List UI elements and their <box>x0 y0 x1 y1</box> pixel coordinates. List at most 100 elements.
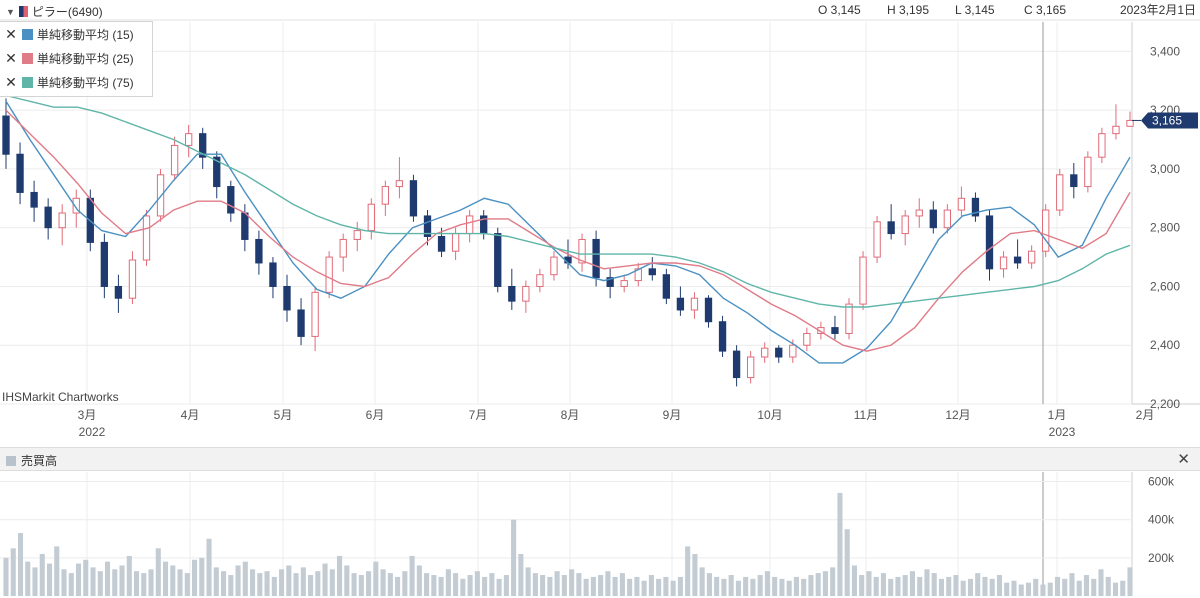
candle-body <box>72 197 80 214</box>
volume-bar <box>721 578 727 596</box>
volume-bar <box>250 569 256 596</box>
volume-bar <box>692 554 698 596</box>
price-tick-label: 3,000 <box>1150 162 1180 176</box>
candle-body <box>128 259 137 299</box>
candle-body <box>100 241 109 287</box>
candle-body <box>213 156 221 188</box>
time-tick-label: 8月 <box>561 408 580 422</box>
candle-body <box>901 215 909 235</box>
date-label: 2023年2月1日 <box>1119 3 1196 17</box>
volume-bar <box>837 492 843 596</box>
volume-bar <box>380 569 386 596</box>
volume-bar <box>627 578 633 596</box>
close-icon[interactable]: ✕ <box>1177 451 1190 468</box>
volume-bar <box>518 554 524 596</box>
volume-bar <box>1112 582 1119 596</box>
volume-bar <box>17 533 24 596</box>
volume-bar <box>511 519 517 596</box>
candle-body <box>269 262 277 287</box>
volume-bar <box>235 565 241 596</box>
remove-icon[interactable]: ✕ <box>5 25 17 42</box>
volume-bar <box>409 555 415 596</box>
ma75-swatch <box>22 76 33 88</box>
volume-bar <box>46 563 53 596</box>
price-tick-label: 2,600 <box>1150 279 1180 293</box>
remove-icon[interactable]: ✕ <box>5 49 17 66</box>
candle-body <box>971 197 980 217</box>
volume-bar <box>917 576 923 596</box>
caret-down-icon[interactable]: ▼ <box>6 6 15 17</box>
candle-body <box>1070 174 1078 188</box>
volume-bar <box>1120 580 1126 596</box>
volume-bar <box>184 573 190 596</box>
candle-body <box>2 115 10 155</box>
volume-bar <box>424 573 430 596</box>
legend-item-ma15: ✕ 単純移動平均 (15) <box>0 22 152 46</box>
candle-body <box>30 191 38 208</box>
volume-bar <box>402 571 408 596</box>
candle-body <box>1013 256 1022 264</box>
volume-bar <box>808 575 814 596</box>
candle-body <box>241 212 249 240</box>
volume-swatch <box>6 455 16 466</box>
ma-line-1 <box>5 109 1131 352</box>
candle-body <box>508 285 516 302</box>
candle-body <box>985 215 994 270</box>
candle-body <box>915 209 923 217</box>
volume-bar <box>199 557 205 596</box>
volume-bar <box>358 575 364 596</box>
volume-bar <box>1047 582 1053 596</box>
volume-bar <box>68 573 74 596</box>
volume-bar <box>888 578 894 596</box>
volume-bar <box>322 563 328 596</box>
volume-bar <box>162 561 169 596</box>
volume-bar <box>1083 575 1090 596</box>
candle-body <box>718 321 727 352</box>
volume-bar <box>525 567 531 596</box>
volume-bar <box>895 576 901 596</box>
volume-bar <box>373 561 379 596</box>
volume-bar <box>416 565 422 596</box>
volume-bar <box>97 571 103 596</box>
candle-body <box>578 238 586 264</box>
candle-body <box>662 274 671 299</box>
volume-bar <box>728 575 734 596</box>
price-tick-label: 2,800 <box>1150 221 1180 235</box>
volume-bar <box>32 567 38 596</box>
candle-body <box>381 186 390 205</box>
volume-bar <box>344 565 350 596</box>
candle-body <box>58 212 66 229</box>
symbol-selector[interactable]: ▼ ピラー(6490) <box>6 3 103 20</box>
volume-bar <box>989 578 995 596</box>
volume-tick-label: 600k <box>1148 475 1175 489</box>
candle-body <box>957 197 966 211</box>
volume-bar <box>308 575 314 596</box>
remove-icon[interactable]: ✕ <box>5 73 17 90</box>
last-price-tag <box>1141 112 1198 129</box>
volume-bar <box>619 573 625 596</box>
candle-body <box>423 215 432 238</box>
volume-bar <box>293 573 299 596</box>
volume-bar <box>873 576 879 596</box>
volume-bar <box>489 573 495 596</box>
volume-bar <box>431 575 437 596</box>
volume-bar <box>583 578 589 596</box>
candle-body <box>831 327 839 334</box>
candle-body <box>1126 119 1134 127</box>
candle-body <box>592 238 600 279</box>
candle-body <box>676 297 685 311</box>
chart-header: ▼ ピラー(6490) O 3,145 H 3,195 L 3,145 C 3,… <box>0 0 1200 20</box>
volume-bar <box>503 575 509 596</box>
candle-body <box>227 186 235 214</box>
volume-bar <box>213 567 219 596</box>
candle-body <box>114 285 123 299</box>
volume-bar <box>844 529 850 596</box>
candle-body <box>325 256 333 293</box>
candle-body <box>606 277 614 287</box>
volume-bar <box>170 565 176 596</box>
volume-bar <box>699 567 705 596</box>
volume-bar <box>242 561 248 596</box>
volume-bar <box>75 563 82 596</box>
candle-body <box>311 291 319 337</box>
